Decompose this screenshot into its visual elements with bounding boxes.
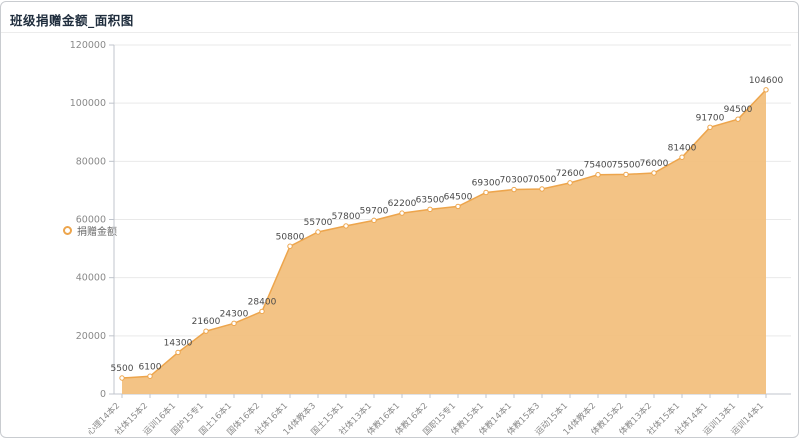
area-chart: 020000400006000080000100000120000心理14本2社… [70,40,791,438]
y-axis-label: 20000 [76,331,106,342]
legend-item-donation[interactable]: 捐赠金额 [63,223,117,238]
point-value-label: 72600 [556,169,585,179]
point-value-label: 70500 [528,175,557,185]
point-value-label: 70300 [500,176,529,186]
point-value-label: 104600 [749,76,784,86]
data-point[interactable] [315,229,321,235]
legend-label: 捐赠金额 [77,227,117,238]
point-value-label: 59700 [360,206,389,216]
point-value-label: 21600 [192,317,221,327]
series-line [121,89,767,379]
data-point[interactable] [483,189,489,196]
data-point[interactable] [371,217,377,224]
y-axis-label: 0 [100,389,106,400]
point-value-label: 76000 [640,159,669,169]
header-divider [1,32,798,33]
point-value-label: 64500 [444,192,473,202]
point-value-label: 55700 [304,218,333,228]
data-point[interactable] [343,223,349,229]
data-point[interactable] [287,243,293,249]
point-value-label: 81400 [668,143,697,153]
point-value-label: 6100 [139,362,162,372]
data-point[interactable] [203,328,209,334]
area-fill [122,89,766,394]
data-point[interactable] [231,320,237,327]
data-point[interactable] [763,87,769,93]
data-point[interactable] [539,186,545,192]
legend-ring-icon [63,226,72,235]
point-value-label: 69300 [472,178,501,188]
data-point[interactable] [595,172,601,178]
y-axis-label: 60000 [76,215,106,226]
point-value-label: 5500 [111,364,134,374]
point-value-label: 91700 [696,113,725,123]
point-value-label: 75400 [584,161,613,171]
data-point[interactable] [119,375,125,381]
data-point[interactable] [567,180,573,186]
data-point[interactable] [455,203,461,210]
data-point[interactable] [735,116,741,122]
point-value-label: 62200 [388,199,417,209]
point-value-label: 28400 [248,297,277,307]
y-axis-label: 80000 [76,156,106,167]
data-point[interactable] [623,171,629,178]
y-axis-label: 100000 [70,98,106,109]
data-point[interactable] [399,210,405,216]
data-point[interactable] [175,349,181,356]
point-value-label: 63500 [416,195,445,205]
data-point[interactable] [147,373,153,379]
data-point[interactable] [259,308,265,315]
data-point[interactable] [427,206,433,213]
point-value-label: 24300 [220,309,249,319]
data-point[interactable] [651,170,657,176]
y-axis-label: 120000 [70,40,106,51]
y-axis-label: 40000 [76,273,106,284]
chart-card: 班级捐赠金额_面积图 捐赠金额 0 20000 40000 60000 80000 100… [0,1,799,438]
point-value-label: 94500 [724,105,753,115]
point-value-label: 75500 [612,160,641,170]
point-value-label: 14300 [164,338,193,348]
data-point[interactable] [511,186,517,193]
data-point[interactable] [679,154,685,160]
page-title: 班级捐赠金额_面积图 [10,13,134,28]
point-value-label: 50800 [276,232,305,242]
point-value-label: 57800 [332,212,361,222]
data-point[interactable] [707,124,713,131]
